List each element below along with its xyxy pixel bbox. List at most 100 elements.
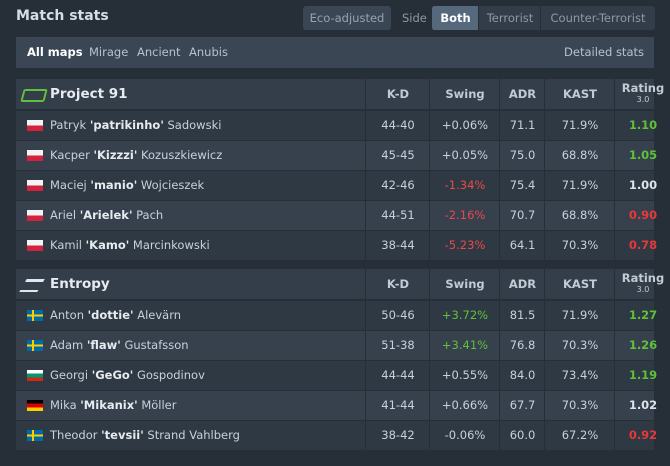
column-header: K-D [365, 269, 430, 299]
column-header: Swing [429, 269, 500, 299]
adr-cell: 70.7 [499, 201, 545, 230]
kd-cell: 41-44 [365, 391, 430, 420]
rating-cell: 1.19 [614, 361, 670, 390]
flag [27, 370, 43, 381]
nickname: 'tevsii' [101, 428, 144, 442]
first-name: Mika [50, 398, 77, 412]
kd-cell: 51-38 [365, 331, 430, 360]
column-header: Swing [429, 79, 500, 109]
adr-cell: 84.0 [499, 361, 545, 390]
player-row: Kacper 'Kizzzi' Kozuszkiewicz 45-45 +0.05%… [16, 140, 657, 170]
kd-cell: 44-51 [365, 201, 430, 230]
team-logo [20, 89, 48, 102]
table-header: Project 91 K-D Swing ADR KAST Rating 3.0 [16, 79, 664, 109]
player-name[interactable]: Georgi 'GeGo' Gospodinov [50, 361, 205, 390]
kd-cell: 44-44 [365, 361, 430, 390]
adr-cell: 75.4 [499, 171, 545, 200]
flag [27, 180, 43, 191]
adr-cell: 76.8 [499, 331, 545, 360]
adr-cell: 75.0 [499, 141, 545, 170]
side-ct[interactable]: Counter-Terrorist [540, 6, 655, 30]
player-row: Adam 'flaw' Gustafsson 51-38 +3.41% 76.8 70.… [16, 330, 657, 360]
player-row: Georgi 'GeGo' Gospodinov 44-44 +0.55% 84.0 7… [16, 360, 657, 390]
flag [27, 340, 43, 351]
player-name[interactable]: Adam 'flaw' Gustafsson [50, 331, 189, 360]
kast-cell: 71.9% [544, 111, 615, 140]
nickname: 'patrikinho' [89, 118, 164, 132]
player-name[interactable]: Mika 'Mikanix' Möller [50, 391, 176, 420]
flag [27, 120, 43, 131]
last-name: Gospodinov [136, 368, 205, 382]
swing-cell: +0.66% [429, 391, 500, 420]
kd-cell: 44-40 [365, 111, 430, 140]
detailed-link[interactable]: Detailed stats [564, 45, 644, 59]
map-bar: All maps Mirage Ancient Anubis Detailed … [16, 37, 654, 68]
player-name[interactable]: Patryk 'patrikinho' Sadowski [50, 111, 221, 140]
map-tab[interactable]: All maps [27, 45, 83, 59]
kd-cell: 38-42 [365, 421, 430, 450]
first-name: Kamil [50, 238, 82, 252]
kast-cell: 71.9% [544, 301, 615, 330]
column-header: Rating 3.0 [614, 79, 670, 109]
kd-cell: 38-44 [365, 231, 430, 260]
kast-cell: 70.3% [544, 331, 615, 360]
player-row: Mika 'Mikanix' Möller 41-44 +0.66% 67.7 70.3… [16, 390, 657, 420]
rating-cell: 1.27 [614, 301, 670, 330]
table-header: Entropy K-D Swing ADR KAST Rating 3.0 [16, 269, 664, 299]
nickname: 'GeGo' [91, 368, 134, 382]
rating-cell: 1.05 [614, 141, 670, 170]
nickname: 'flaw' [86, 338, 121, 352]
column-header: ADR [499, 269, 545, 299]
map-tab[interactable]: Anubis [189, 45, 228, 59]
player-row: Kamil 'Kamo' Marcinkowski 38-44 -5.23% 64.1… [16, 230, 657, 260]
kd-cell: 50-46 [365, 301, 430, 330]
nickname: 'Mikanix' [80, 398, 138, 412]
rating-cell: 1.10 [614, 111, 670, 140]
player-name[interactable]: Kamil 'Kamo' Marcinkowski [50, 231, 210, 260]
swing-cell: +0.06% [429, 111, 500, 140]
column-header: Rating 3.0 [614, 269, 670, 299]
kast-cell: 73.4% [544, 361, 615, 390]
swing-cell: -5.23% [429, 231, 500, 260]
last-name: Pach [136, 208, 164, 222]
adr-cell: 60.0 [499, 421, 545, 450]
adr-cell: 64.1 [499, 231, 545, 260]
player-row: Ariel 'Arielek' Pach 44-51 -2.16% 70.7 68.8%… [16, 200, 657, 230]
swing-cell: -1.34% [429, 171, 500, 200]
player-row: Patryk 'patrikinho' Sadowski 44-40 +0.06% 7… [16, 110, 657, 140]
adr-cell: 71.1 [499, 111, 545, 140]
map-tab[interactable]: Mirage [89, 45, 129, 59]
player-row: Anton 'dottie' Alevärn 50-46 +3.72% 81.5 71.… [16, 300, 657, 330]
last-name: Strand Vahlberg [147, 428, 240, 442]
first-name: Theodor [50, 428, 98, 442]
team-table: Entropy K-D Swing ADR KAST Rating 3.0 Anton 'do… [16, 269, 664, 450]
player-name[interactable]: Theodor 'tevsii' Strand Vahlberg [50, 421, 240, 450]
eco-button[interactable]: Eco-adjusted [303, 6, 391, 30]
last-name: Alevärn [137, 308, 182, 322]
team-logo [19, 279, 45, 292]
player-name[interactable]: Ariel 'Arielek' Pach [50, 201, 163, 230]
flag [27, 430, 43, 441]
swing-cell: +0.55% [429, 361, 500, 390]
nickname: 'Kamo' [85, 238, 130, 252]
flag [27, 310, 43, 321]
rating-cell: 1.02 [614, 391, 670, 420]
player-row: Theodor 'tevsii' Strand Vahlberg 38-42 -0.… [16, 420, 657, 450]
first-name: Anton [50, 308, 84, 322]
column-header: K-D [365, 79, 430, 109]
flag [27, 150, 43, 161]
player-name[interactable]: Anton 'dottie' Alevärn [50, 301, 181, 330]
rating-cell: 0.92 [614, 421, 670, 450]
swing-cell: -2.16% [429, 201, 500, 230]
rating-version: 3.0 [636, 95, 650, 104]
map-tab[interactable]: Ancient [137, 45, 181, 59]
first-name: Patryk [50, 118, 87, 132]
swing-cell: +0.05% [429, 141, 500, 170]
player-name[interactable]: Kacper 'Kizzzi' Kozuszkiewicz [50, 141, 222, 170]
player-name[interactable]: Maciej 'manio' Wojcieszek [50, 171, 204, 200]
kd-cell: 45-45 [365, 141, 430, 170]
kast-cell: 68.8% [544, 201, 615, 230]
first-name: Maciej [50, 178, 87, 192]
side-t[interactable]: Terrorist [478, 6, 541, 30]
side-both[interactable]: Both [431, 6, 479, 30]
